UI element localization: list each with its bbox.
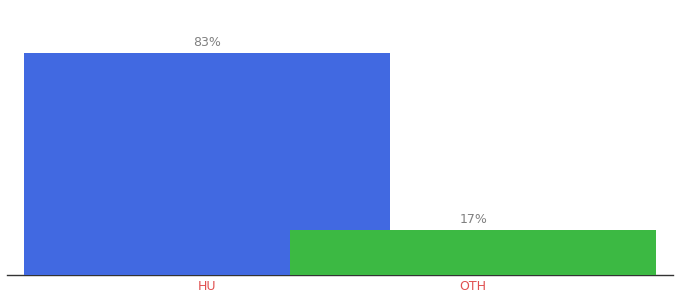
- Text: 83%: 83%: [193, 35, 221, 49]
- Bar: [290, 230, 656, 275]
- Text: 17%: 17%: [459, 213, 487, 226]
- Bar: [24, 52, 390, 275]
